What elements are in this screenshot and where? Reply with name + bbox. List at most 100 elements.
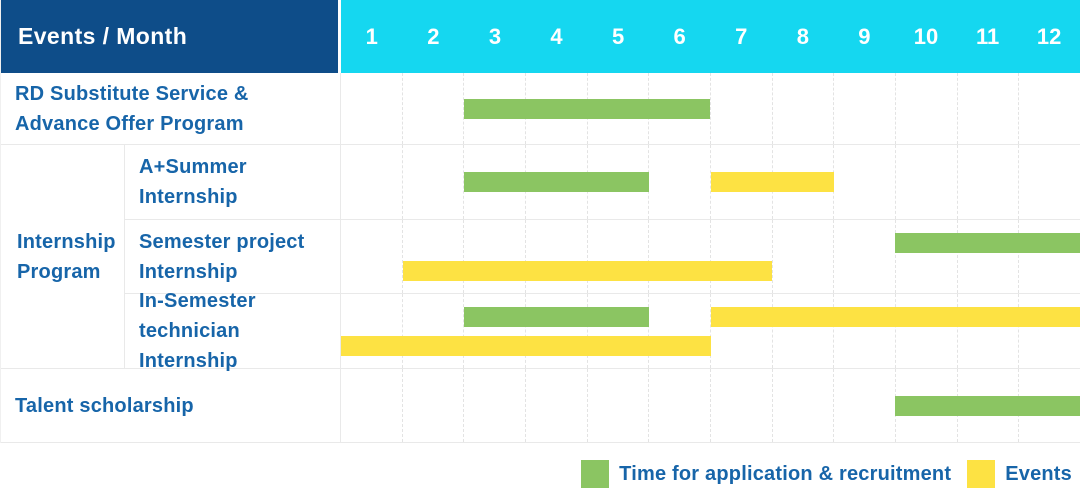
month-gridline-column [711, 294, 773, 368]
event-row: RD Substitute Service & Advance Offer Pro… [1, 73, 1080, 145]
month-gridline-column [341, 73, 403, 144]
event-row: Talent scholarship [1, 369, 1080, 443]
month-gridline-column [341, 294, 403, 368]
month-gridline-column [711, 73, 773, 144]
month-gridline-column [649, 369, 712, 442]
table-body: RD Substitute Service & Advance Offer Pro… [1, 73, 1080, 443]
legend-swatch-application [581, 460, 610, 488]
month-gridline-column [896, 294, 958, 368]
event-label: RD Substitute Service & Advance Offer Pro… [1, 73, 341, 144]
month-header-strip: 1 2 3 4 5 6 7 8 9 10 11 12 [341, 0, 1080, 73]
month-header-cell: 5 [611, 23, 625, 49]
month-header-cell: 2 [427, 23, 440, 49]
label-line: In-Semester [139, 290, 256, 312]
event-sublabel: In-Semester technician Internship [125, 290, 341, 372]
label-line: Talent scholarship [15, 394, 194, 417]
label-line: A+Summer [139, 156, 247, 178]
month-header-cell: 1 [365, 23, 378, 49]
timeline-cell [341, 145, 1080, 219]
label-line: Program [17, 260, 101, 283]
month-gridline-column [588, 220, 650, 293]
month-gridline-column [526, 294, 588, 368]
month-gridline-column [834, 220, 897, 293]
month-header-cell: 9 [858, 23, 871, 49]
month-gridline-column [896, 73, 958, 144]
month-gridline-column [896, 220, 958, 293]
legend: Time for application & recruitment Events [0, 443, 1080, 488]
month-gridline-column [896, 145, 958, 219]
label-line: technician Internship [139, 320, 240, 372]
month-gridline-column [588, 294, 650, 368]
event-sublabel: Semester project Internship [125, 220, 341, 293]
month-gridline-column [526, 369, 588, 442]
month-gridline-column [1019, 294, 1080, 368]
timeline-cell [341, 294, 1080, 368]
month-gridline-column [773, 294, 835, 368]
events-month-table: Events / Month 1 2 3 4 5 6 7 8 9 10 11 12 RD Substi… [0, 0, 1080, 443]
label-line: RD Substitute Service & [15, 82, 249, 105]
legend-label: Time for application & recruitment [619, 462, 952, 485]
month-gridline-column [341, 220, 403, 293]
month-gridline-column [464, 369, 527, 442]
month-gridline-column [1019, 145, 1080, 219]
gantt-bar-events [710, 172, 834, 192]
month-gridline-column [403, 369, 465, 442]
timeline-cell [341, 369, 1080, 442]
group-label: Internship Program [1, 145, 125, 369]
gantt-bar-events [341, 336, 711, 356]
month-header-cell: 10 [913, 23, 939, 49]
month-gridline-column [773, 73, 835, 144]
month-header-cell: 8 [796, 23, 809, 49]
month-gridline-column [649, 220, 712, 293]
month-header-cell: 6 [673, 23, 686, 49]
month-gridline-column [958, 294, 1020, 368]
gantt-bar-events [710, 307, 1080, 327]
group-rows: A+Summer Internship Semester project Intern… [125, 145, 1080, 372]
month-gridlines [341, 220, 1080, 293]
timeline-cell [341, 220, 1080, 293]
legend-swatch-events [967, 460, 996, 488]
month-gridline-column [403, 145, 465, 219]
event-row: Semester project Internship [125, 220, 1080, 294]
month-gridlines [341, 294, 1080, 368]
month-gridline-column [1019, 73, 1080, 144]
month-header-cell: 3 [488, 23, 502, 49]
gantt-bar-application [895, 233, 1080, 253]
month-gridline-column [958, 220, 1020, 293]
month-gridline-column [958, 145, 1020, 219]
month-gridline-column [341, 145, 403, 219]
label-line: Internship [139, 186, 238, 208]
legend-item-events: Events [967, 460, 1072, 488]
month-gridline-column [1019, 220, 1080, 293]
month-gridline-column [464, 220, 527, 293]
table-header-row: Events / Month 1 2 3 4 5 6 7 8 9 10 11 12 [1, 0, 1080, 73]
month-gridline-column [526, 220, 588, 293]
event-label: Talent scholarship [1, 369, 341, 442]
month-gridline-column [834, 294, 897, 368]
month-gridline-column [649, 294, 712, 368]
month-gridline-column [958, 73, 1020, 144]
month-gridline-column [649, 73, 712, 144]
gantt-bar-application [895, 395, 1080, 416]
month-gridline-column [834, 73, 897, 144]
month-gridline-column [588, 369, 650, 442]
month-header-cell: 7 [735, 23, 748, 49]
month-gridline-column [834, 369, 897, 442]
month-gridline-column [403, 220, 465, 293]
month-gridline-column [341, 369, 403, 442]
month-header-cell: 11 [975, 23, 1000, 49]
corner-header-title: Events / Month [1, 0, 341, 73]
month-gridline-column [649, 145, 712, 219]
month-gridline-column [834, 145, 897, 219]
group-block-internship-program: Internship Program A+Summer Internship Semes… [1, 145, 1080, 372]
gantt-bar-application [464, 307, 649, 327]
month-header-cell: 12 [1036, 23, 1062, 49]
month-gridline-column [403, 294, 465, 368]
label-line: Semester project [139, 230, 305, 253]
month-gridline-column [403, 73, 465, 144]
timeline-cell [341, 73, 1080, 144]
month-gridline-column [711, 220, 773, 293]
event-row: In-Semester technician Internship [125, 290, 1080, 372]
month-gridlines [341, 73, 1080, 144]
